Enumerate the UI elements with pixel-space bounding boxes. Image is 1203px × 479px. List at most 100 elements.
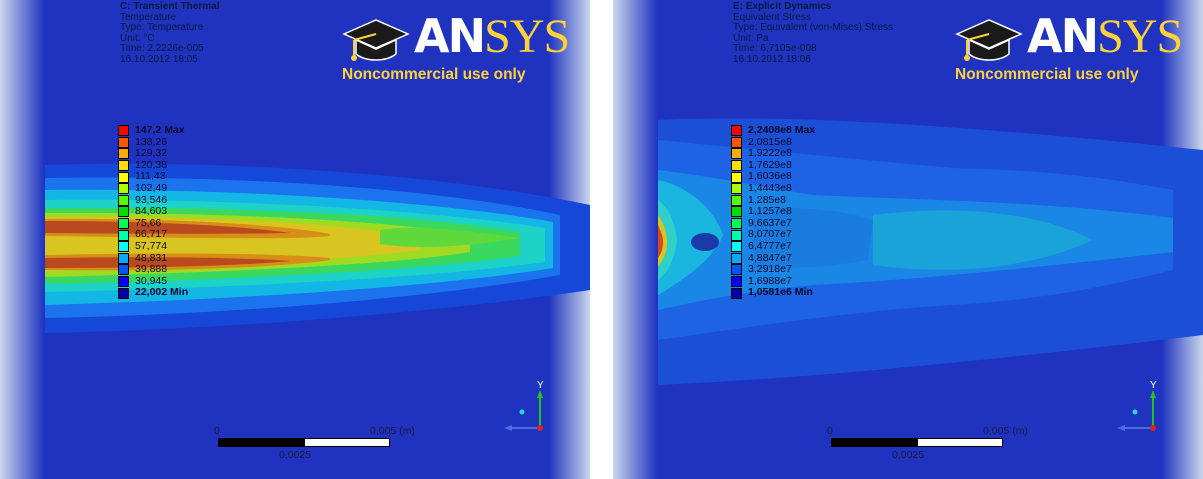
legend-color-swatch [118, 148, 129, 160]
legend-entry: 129,32 [118, 148, 188, 160]
result-quantity: Equivalent Stress [733, 11, 811, 23]
color-legend[interactable]: 147,2 Max 138,26 129,32 120,38 111,43 102,49 9… [118, 124, 189, 299]
legend-color-swatch [731, 125, 742, 137]
result-type: Type: Temperature [120, 22, 204, 33]
legend-entry: 102,49 [118, 182, 188, 195]
legend-value-label: 66,717 [135, 228, 168, 241]
analysis-title: E: Explicit Dynamics [733, 1, 832, 12]
stress-contour-plot[interactable] [613, 0, 1203, 479]
ansys-logo: ANSYS Noncommercial use only [955, 8, 1195, 88]
legend-color-swatch [118, 194, 129, 206]
result-type: Type: Equivalent (von-Mises) Stress [733, 22, 894, 33]
legend-value-label: 2,0815e8 [748, 135, 792, 148]
legend-entry: 93,546 [118, 194, 188, 207]
legend-value-label: 111,43 [135, 170, 166, 183]
legend-value-label: 2,2408e8 Max [748, 124, 816, 136]
legend-color-swatch [118, 229, 129, 241]
legend-entry: 2,2408e8 Max [731, 124, 816, 137]
legend-value-label: 1,0581e6 Min [748, 286, 813, 299]
scale-end-label: 0,005 (m) [370, 425, 415, 437]
scale-mid-label: 0,0025 [279, 449, 312, 461]
legend-entry: 3,2918e7 [731, 264, 815, 276]
result-time: Time: 6,7105e-008 [733, 43, 817, 54]
legend-entry: 6,4777e7 [731, 239, 815, 253]
legend-value-label: 48,831 [135, 251, 168, 264]
legend-entry: 48,831 [118, 251, 188, 265]
scale-zero-label: 0 [214, 425, 220, 437]
ansys-wordmark: ANSYS [1027, 9, 1183, 63]
legend-entry: 147,2 Max [118, 124, 188, 137]
legend-color-swatch [118, 264, 129, 276]
legend-value-label: 147,2 Max [135, 124, 185, 136]
legend-color-swatch [731, 241, 742, 253]
legend-entry: 4,8847e7 [731, 251, 815, 265]
legend-entry: 111,43 [118, 171, 188, 183]
result-unit: Unit: °C [120, 32, 155, 44]
legend-value-label: 6,4777e7 [748, 239, 792, 252]
legend-entry: 1,4443e8 [731, 181, 815, 195]
legend-color-swatch [118, 241, 129, 253]
noncommercial-notice: Noncommercial use only [342, 66, 526, 83]
legend-color-swatch [118, 160, 129, 172]
legend-color-swatch [731, 206, 742, 218]
legend-entry: 1,1257e8 [731, 206, 815, 218]
axis-triad[interactable]: Y [1109, 378, 1169, 438]
legend-color-swatch [118, 136, 129, 148]
legend-color-swatch [731, 229, 742, 241]
scale-zero-label: 0 [827, 425, 833, 437]
legend-color-swatch [118, 287, 129, 299]
scale-bar: 0 0,005 (m) 0,0025 [783, 425, 1043, 465]
legend-value-label: 84,603 [135, 205, 168, 218]
scale-bar-graphic [831, 438, 1003, 447]
scale-end-label: 0,005 (m) [983, 425, 1028, 437]
result-info-block: C: Transient Thermal Temperature Type: T… [120, 1, 219, 65]
legend-color-swatch [731, 264, 742, 276]
legend-color-swatch [731, 194, 742, 206]
legend-value-label: 1,1257e8 [748, 205, 792, 218]
result-info-block: E: Explicit Dynamics Equivalent Stress T… [733, 1, 894, 65]
ansys-logo: ANSYS Noncommercial use only [342, 8, 582, 88]
result-quantity: Temperature [120, 11, 177, 23]
legend-value-label: 75,66 [135, 216, 162, 229]
legend-color-swatch [731, 148, 742, 160]
legend-value-label: 120,38 [135, 158, 168, 171]
legend-value-label: 129,32 [135, 147, 168, 160]
legend-value-label: 8,0707e7 [748, 228, 792, 241]
legend-color-swatch [118, 125, 129, 137]
legend-value-label: 39,888 [135, 263, 168, 276]
legend-value-label: 9,6637e7 [748, 216, 792, 229]
legend-entry: 1,7629e8 [731, 158, 815, 172]
thermal-result-viewport[interactable]: C: Transient Thermal Temperature Type: T… [0, 0, 590, 479]
legend-value-label: 1,7629e8 [748, 158, 792, 171]
legend-value-label: 1,4443e8 [748, 181, 792, 194]
legend-value-label: 138,26 [135, 135, 168, 148]
y-axis-label: Y [1150, 380, 1157, 391]
y-axis-label: Y [537, 380, 544, 391]
legend-entry: 75,66 [118, 216, 188, 230]
legend-color-swatch [118, 218, 129, 230]
legend-value-label: 30,945 [135, 274, 168, 287]
legend-value-label: 1,6036e8 [748, 170, 792, 183]
result-time: Time: 2,2226e-005 [120, 43, 204, 54]
legend-entry: 84,603 [118, 206, 188, 218]
explicit-dynamics-result-viewport[interactable]: E: Explicit Dynamics Equivalent Stress T… [613, 0, 1203, 479]
axis-triad[interactable]: Y [496, 378, 556, 438]
ansys-wordmark: ANSYS [414, 9, 570, 63]
legend-color-swatch [731, 218, 742, 230]
graduation-cap-icon [955, 19, 1023, 61]
legend-entry: 8,0707e7 [731, 229, 815, 241]
legend-value-label: 22,002 Min [135, 286, 189, 299]
legend-entry: 9,6637e7 [731, 216, 815, 230]
graduation-cap-icon [342, 19, 410, 61]
legend-entry: 1,9222e8 [731, 148, 815, 160]
legend-color-swatch [731, 276, 742, 288]
legend-value-label: 1,6988e7 [748, 274, 792, 287]
legend-color-swatch [118, 206, 129, 218]
temperature-contour-plot[interactable] [0, 0, 590, 479]
legend-color-swatch [731, 287, 742, 299]
legend-value-label: 4,8847e7 [748, 251, 792, 264]
legend-color-swatch [731, 183, 742, 195]
color-legend[interactable]: 2,2408e8 Max 2,0815e8 1,9222e8 1,7629e8 1,60… [731, 124, 816, 299]
legend-color-swatch [118, 171, 129, 183]
result-date: 16.10.2012 18:06 [733, 53, 811, 65]
